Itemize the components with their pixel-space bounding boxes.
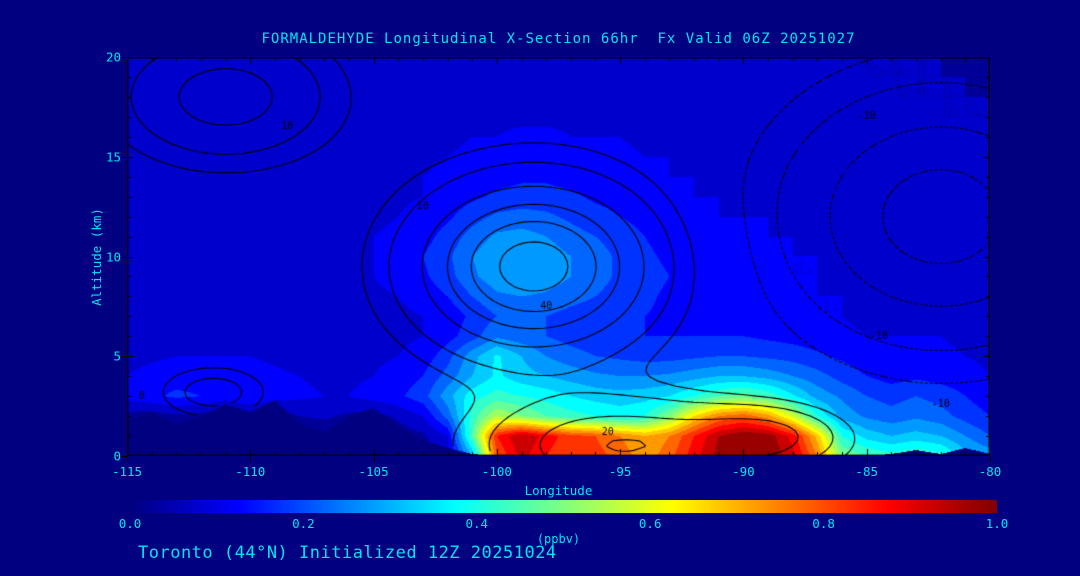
x-tick-label: -85	[855, 464, 878, 479]
x-tick-label: -100	[481, 464, 512, 479]
x-tick-label: -80	[978, 464, 1002, 479]
x-tick-mark	[127, 456, 128, 462]
x-tick-mark	[866, 456, 868, 462]
x-tick-label: -90	[732, 464, 755, 479]
x-tick-label: -110	[235, 464, 266, 479]
x-axis-title: Longitude	[524, 483, 593, 498]
y-tick-label: 5	[113, 348, 121, 364]
colorbar-tick-label: 0.6	[638, 516, 662, 531]
colorbar	[130, 500, 997, 513]
x-tick-mark	[496, 456, 498, 462]
colorbar-tick-label: 0.2	[292, 516, 315, 531]
y-tick-label: 20	[105, 49, 121, 65]
y-tick-mark	[121, 456, 127, 457]
y-axis-title: Altitude (km)	[89, 208, 104, 306]
xsection-plot-canvas	[127, 57, 990, 456]
y-tick-label: 0	[113, 448, 121, 464]
y-tick-label: 15	[105, 149, 121, 165]
x-tick-mark	[743, 456, 745, 462]
init-info-text: Toronto (44°N) Initialized 12Z 20251024	[138, 543, 557, 563]
colorbar-tick-label: 0.4	[465, 516, 489, 531]
colorbar-units-label: (ppbv)	[536, 532, 581, 546]
x-tick-mark	[250, 456, 252, 462]
x-tick-mark	[373, 456, 375, 462]
chart-title: FORMALDEHYDE Longitudinal X-Section 66hr…	[261, 31, 856, 47]
colorbar-tick-label: 0.8	[812, 516, 835, 531]
x-tick-label: -95	[608, 464, 632, 479]
x-tick-mark	[620, 456, 622, 462]
x-tick-mark	[990, 456, 991, 462]
colorbar-tick-label: 0.0	[118, 516, 142, 531]
x-tick-label: -115	[111, 464, 143, 479]
colorbar-tick-label: 1.0	[985, 516, 1009, 531]
x-tick-label: -105	[358, 464, 389, 479]
